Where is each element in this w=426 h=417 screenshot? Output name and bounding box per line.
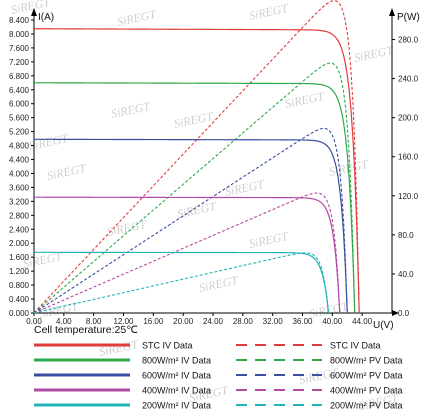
y-right-tick-label: 0.0 (398, 309, 410, 318)
legend-pv-label: 800W/m² PV Data (330, 356, 403, 366)
y-right-tick-label: 280.0 (398, 36, 419, 45)
y-left-tick-label: 1.200 (9, 267, 30, 276)
x-axis-arrow (392, 310, 399, 316)
y-right-tick-label: 200.0 (398, 114, 419, 123)
pv-curve-1 (33, 62, 356, 314)
y-right-tick-label: 80.0 (398, 231, 414, 240)
watermark-18: SiREGT (98, 337, 141, 359)
watermark-9: SiREGT (224, 177, 267, 199)
temperature-note: Cell temperature:25℃ (34, 324, 138, 336)
watermark-2: SiREGT (248, 1, 291, 23)
y-left-tick-label: 7.200 (9, 58, 30, 67)
y-axis-right-label: P(W) (397, 12, 420, 23)
legend-pv-label: 200W/m² PV Data (330, 401, 403, 411)
x-tick-label: 36.00 (292, 317, 313, 326)
iv-curve-3 (33, 196, 341, 314)
watermark-1: SiREGT (116, 7, 159, 29)
pv-curve-4 (33, 252, 330, 314)
y-left-tick-label: 2.000 (9, 239, 30, 248)
iv-curve-0 (33, 28, 360, 314)
x-axis-label: U(V) (373, 320, 394, 331)
y-left-tick-label: 7.600 (9, 44, 30, 53)
ticks: 0.000 0.400 0.800 1.200 1.600 2.000 2.400 2.800… (9, 16, 419, 326)
curves (33, 0, 360, 314)
legend-iv-label: 800W/m² IV Data (142, 356, 211, 366)
y-left-tick-label: 4.000 (9, 169, 30, 178)
pv-curve-3 (33, 192, 341, 314)
x-tick-label: 12.00 (113, 317, 134, 326)
iv-curve-2 (33, 138, 348, 314)
watermark-16: SiREGT (198, 273, 241, 295)
y-left-tick-label: 5.600 (9, 114, 30, 123)
x-tick-label: 20.00 (173, 317, 194, 326)
y-left-tick-label: 1.600 (9, 253, 30, 262)
x-tick-label: 8.00 (86, 317, 102, 326)
x-tick-label: 16.00 (143, 317, 164, 326)
y-left-tick-label: 2.400 (9, 225, 30, 234)
y-left-tick-label: 6.400 (9, 86, 30, 95)
watermark-5: SiREGT (110, 99, 153, 121)
x-tick-label: 24.00 (203, 317, 224, 326)
y-axis-left-label: I(A) (38, 12, 54, 23)
x-tick-label: 32.00 (263, 317, 284, 326)
y-left-tick-label: 6.000 (9, 100, 30, 109)
iv-curve-1 (33, 82, 356, 314)
watermark-6: SiREGT (173, 109, 216, 131)
pv-curve-0 (33, 0, 360, 314)
y-right-tick-label: 160.0 (398, 153, 419, 162)
y-left-tick-label: 8.000 (9, 30, 30, 39)
x-tick-label: 28.00 (233, 317, 254, 326)
legend-pv-label: STC IV Data (330, 341, 381, 351)
y-left-tick-label: 0.800 (9, 281, 30, 290)
y-left-tick-label: 6.800 (9, 72, 30, 81)
iv-curve-4 (33, 251, 330, 314)
legend-iv-label: 400W/m² IV Data (142, 386, 211, 396)
x-tick-label: 44.00 (352, 317, 373, 326)
legend-pv-label: 400W/m² PV Data (330, 386, 403, 396)
y-left-tick-label: 2.800 (9, 211, 30, 220)
pv-curve-2 (33, 127, 348, 314)
x-tick-label: 4.00 (56, 317, 72, 326)
legend: STC IV Data STC IV Data 800W/m² IV Data 800… (34, 341, 403, 411)
y-right-tick-label: 240.0 (398, 75, 419, 84)
y-left-tick-label: 0.400 (9, 295, 30, 304)
x-tick-label: 0.00 (26, 317, 42, 326)
legend-iv-label: 200W/m² IV Data (142, 401, 211, 411)
legend-iv-label: 600W/m² IV Data (142, 371, 211, 381)
y-left-tick-label: 3.600 (9, 183, 30, 192)
watermark-3: SiREGT (353, 43, 396, 65)
x-tick-label: 40.00 (322, 317, 343, 326)
axes (31, 8, 399, 316)
y-left-tick-label: 8.400 (9, 16, 30, 25)
y-axis-left-arrow (31, 8, 37, 16)
y-left-tick-label: 4.400 (9, 156, 30, 165)
y-right-tick-label: 120.0 (398, 192, 419, 201)
legend-pv-label: 600W/m² PV Data (330, 371, 403, 381)
watermark-7: SiREGT (284, 89, 327, 111)
legend-iv-label: STC IV Data (142, 341, 193, 351)
watermark-8: SiREGT (46, 161, 89, 183)
y-right-tick-label: 40.0 (398, 270, 414, 279)
y-left-tick-label: 4.800 (9, 142, 30, 151)
y-left-tick-label: 0.000 (9, 309, 30, 318)
watermark-14: SiREGT (248, 229, 291, 251)
watermark-13: SiREGT (176, 199, 219, 221)
y-left-tick-label: 3.200 (9, 197, 30, 206)
y-left-tick-label: 5.200 (9, 128, 30, 137)
y-axis-right-arrow (389, 8, 395, 16)
